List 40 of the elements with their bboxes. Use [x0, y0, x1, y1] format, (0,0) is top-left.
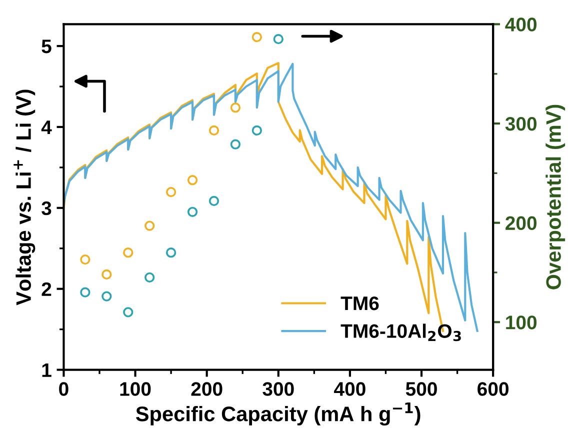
- x-tick-label: 600: [478, 382, 508, 396]
- point: [102, 269, 112, 280]
- point: [80, 287, 90, 298]
- y2-tick-label: 300: [505, 116, 537, 131]
- x-tick-label: 300: [262, 382, 294, 396]
- x-axis-title: Specific Capacity (mA h g$^{−1}$): [136, 402, 420, 426]
- x-tick-label: 200: [191, 382, 222, 396]
- point: [273, 34, 284, 44]
- point: [230, 102, 241, 113]
- legend-label: TM6: [340, 296, 379, 310]
- point: [208, 196, 220, 206]
- point: [187, 175, 198, 186]
- y2-tick-label: 400: [505, 18, 537, 32]
- point: [123, 248, 134, 258]
- point: [252, 125, 262, 136]
- point: [252, 32, 262, 42]
- y2-tick-label: 200: [506, 216, 537, 230]
- point: [166, 248, 176, 258]
- point: [208, 125, 220, 136]
- y-axis-title: Voltage vs. Li$^{+}$ / Li (V): [14, 90, 36, 306]
- point: [230, 139, 241, 150]
- y-tick-label: 3: [42, 201, 52, 216]
- y-tick-label: 1: [42, 363, 52, 377]
- x-tick-label: 500: [406, 382, 437, 396]
- y-tick-label: 4: [41, 120, 52, 134]
- y2-tick-label: 100: [506, 316, 537, 330]
- x-tick-label: 400: [334, 382, 366, 396]
- x-tick-label: 100: [120, 382, 151, 396]
- point: [187, 206, 198, 217]
- point: [80, 254, 90, 265]
- point: [144, 220, 155, 231]
- point: [144, 272, 155, 283]
- legend-label: TM6-10Al$_{2}$O$_{3}$: [340, 324, 461, 342]
- y-tick-label: 2: [42, 282, 52, 296]
- y2-axis-title: Overpotential (mV): [546, 104, 566, 290]
- point: [166, 186, 176, 198]
- y-tick-label: 5: [42, 40, 52, 54]
- x-tick-label: 0: [59, 382, 68, 396]
- point: [102, 291, 112, 302]
- point: [123, 307, 134, 318]
